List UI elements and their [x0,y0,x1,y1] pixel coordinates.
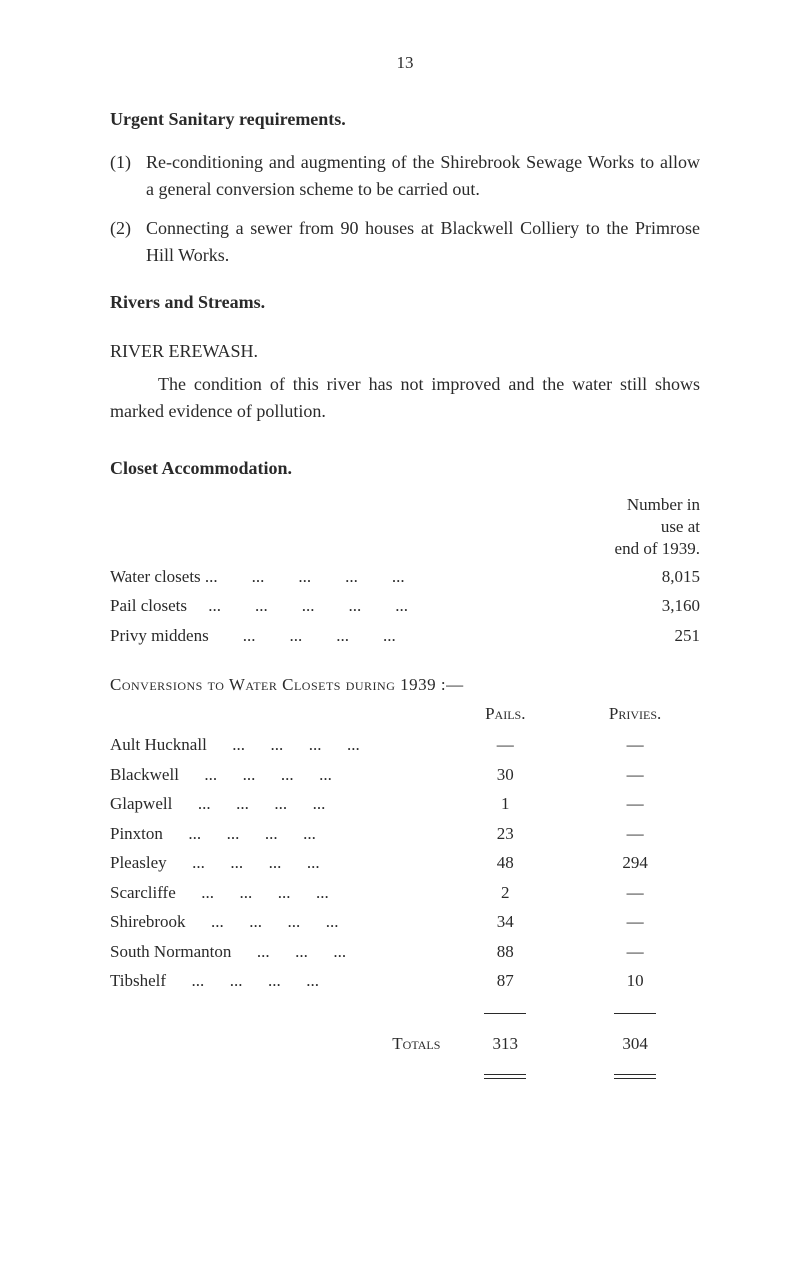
table-row: Tibshelf ... ... ... ...8710 [110,966,700,996]
page-content: 13 Urgent Sanitary requirements. (1) Re-… [0,0,800,1138]
heading-urgent: Urgent Sanitary requirements. [110,106,700,133]
table-row: Glapwell ... ... ... ...1— [110,789,700,819]
river-paragraph: The condition of this river has not impr… [110,371,700,425]
table-row: Pinxton ... ... ... ...23— [110,819,700,849]
conversions-title: Conversions to Water Closets during 1939… [110,672,700,698]
item2-label: (2) [110,215,146,269]
table-row: Shirebrook ... ... ... ...34— [110,907,700,937]
location-name: Blackwell ... ... ... ... [110,760,440,790]
location-name: Pinxton ... ... ... ... [110,819,440,849]
pails-value: 2 [440,878,570,908]
pails-value: 1 [440,789,570,819]
list-item-1: (1) Re-conditioning and augmenting of th… [110,149,700,203]
table-row: Scarcliffe ... ... ... ...2— [110,878,700,908]
pails-value: 23 [440,819,570,849]
table-row: Pleasley ... ... ... ...48294 [110,848,700,878]
closet-label: Privy middens ... ... ... ... [110,621,600,651]
closet-label: Water closets ... ... ... ... ... [110,562,600,592]
heading-erewash: RIVER EREWASH. [110,338,700,365]
pails-value: 87 [440,966,570,996]
table-row: Water closets ... ... ... ... ...8,015 [110,562,700,592]
note-line2: end of 1939. [615,539,700,558]
table-row: Privy middens ... ... ... ...251 [110,621,700,651]
heading-rivers: Rivers and Streams. [110,289,700,316]
location-name: Pleasley ... ... ... ... [110,848,440,878]
totals-pails: 313 [440,1025,570,1059]
location-name: Glapwell ... ... ... ... [110,789,440,819]
privies-value: — [570,789,700,819]
closet-value: 251 [600,621,700,651]
privies-value: 294 [570,848,700,878]
privies-value: — [570,730,700,760]
privies-value: — [570,760,700,790]
privies-value: — [570,937,700,967]
privies-value: 10 [570,966,700,996]
item2-text: Connecting a sewer from 90 houses at Bla… [146,215,700,269]
location-name: Shirebrook ... ... ... ... [110,907,440,937]
table-row: Pail closets ... ... ... ... ...3,160 [110,591,700,621]
col-privies: Privies. [570,700,700,731]
pails-value: 48 [440,848,570,878]
pails-value: — [440,730,570,760]
location-name: Ault Hucknall ... ... ... ... [110,730,440,760]
location-name: Scarcliffe ... ... ... ... [110,878,440,908]
totals-label: Totals [110,1025,440,1059]
closet-table: Number in use at end of 1939. Water clos… [110,492,700,651]
closet-value: 3,160 [600,591,700,621]
table-row: Ault Hucknall ... ... ... ...—— [110,730,700,760]
item1-label: (1) [110,149,146,203]
totals-priv: 304 [570,1025,700,1059]
pails-value: 88 [440,937,570,967]
note-line1: Number in use at [627,495,700,536]
location-name: South Normanton ... ... ... [110,937,440,967]
pails-value: 34 [440,907,570,937]
closet-value: 8,015 [600,562,700,592]
item1-text: Re-conditioning and augmenting of the Sh… [146,149,700,203]
conversions-table: Pails. Privies. Ault Hucknall ... ... ..… [110,700,700,1089]
page-number: 13 [110,50,700,76]
privies-value: — [570,907,700,937]
pails-value: 30 [440,760,570,790]
col-pails: Pails. [440,700,570,731]
location-name: Tibshelf ... ... ... ... [110,966,440,996]
list-item-2: (2) Connecting a sewer from 90 houses at… [110,215,700,269]
privies-value: — [570,819,700,849]
heading-closet: Closet Accommodation. [110,455,700,482]
closet-label: Pail closets ... ... ... ... ... [110,591,600,621]
table-row: Blackwell ... ... ... ...30— [110,760,700,790]
table-row: South Normanton ... ... ...88— [110,937,700,967]
privies-value: — [570,878,700,908]
